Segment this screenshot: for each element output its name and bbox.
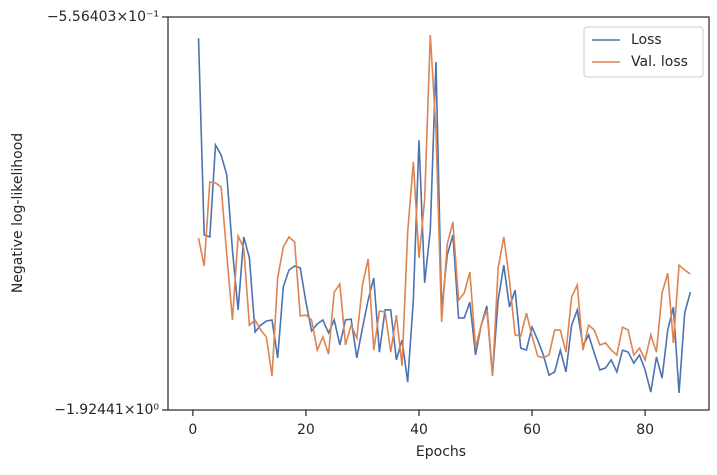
x-tick-label: 80 xyxy=(636,422,654,438)
x-tick-label: 40 xyxy=(410,422,428,438)
plot-frame xyxy=(167,16,710,411)
legend-label: Val. loss xyxy=(631,54,688,70)
y-tick-label: −1.92441×10⁰ xyxy=(54,402,159,418)
line-series xyxy=(197,38,692,393)
y-tick-label: −5.56403×10⁻¹ xyxy=(47,9,159,25)
legend-label: Loss xyxy=(631,32,662,48)
x-tick-label: 0 xyxy=(188,422,197,438)
x-axis-label: Epochs xyxy=(416,444,466,460)
line-series xyxy=(197,34,691,377)
x-tick-label: 20 xyxy=(297,422,315,438)
x-tick-label: 60 xyxy=(523,422,541,438)
y-axis-label: Negative log-likelihood xyxy=(10,133,26,293)
